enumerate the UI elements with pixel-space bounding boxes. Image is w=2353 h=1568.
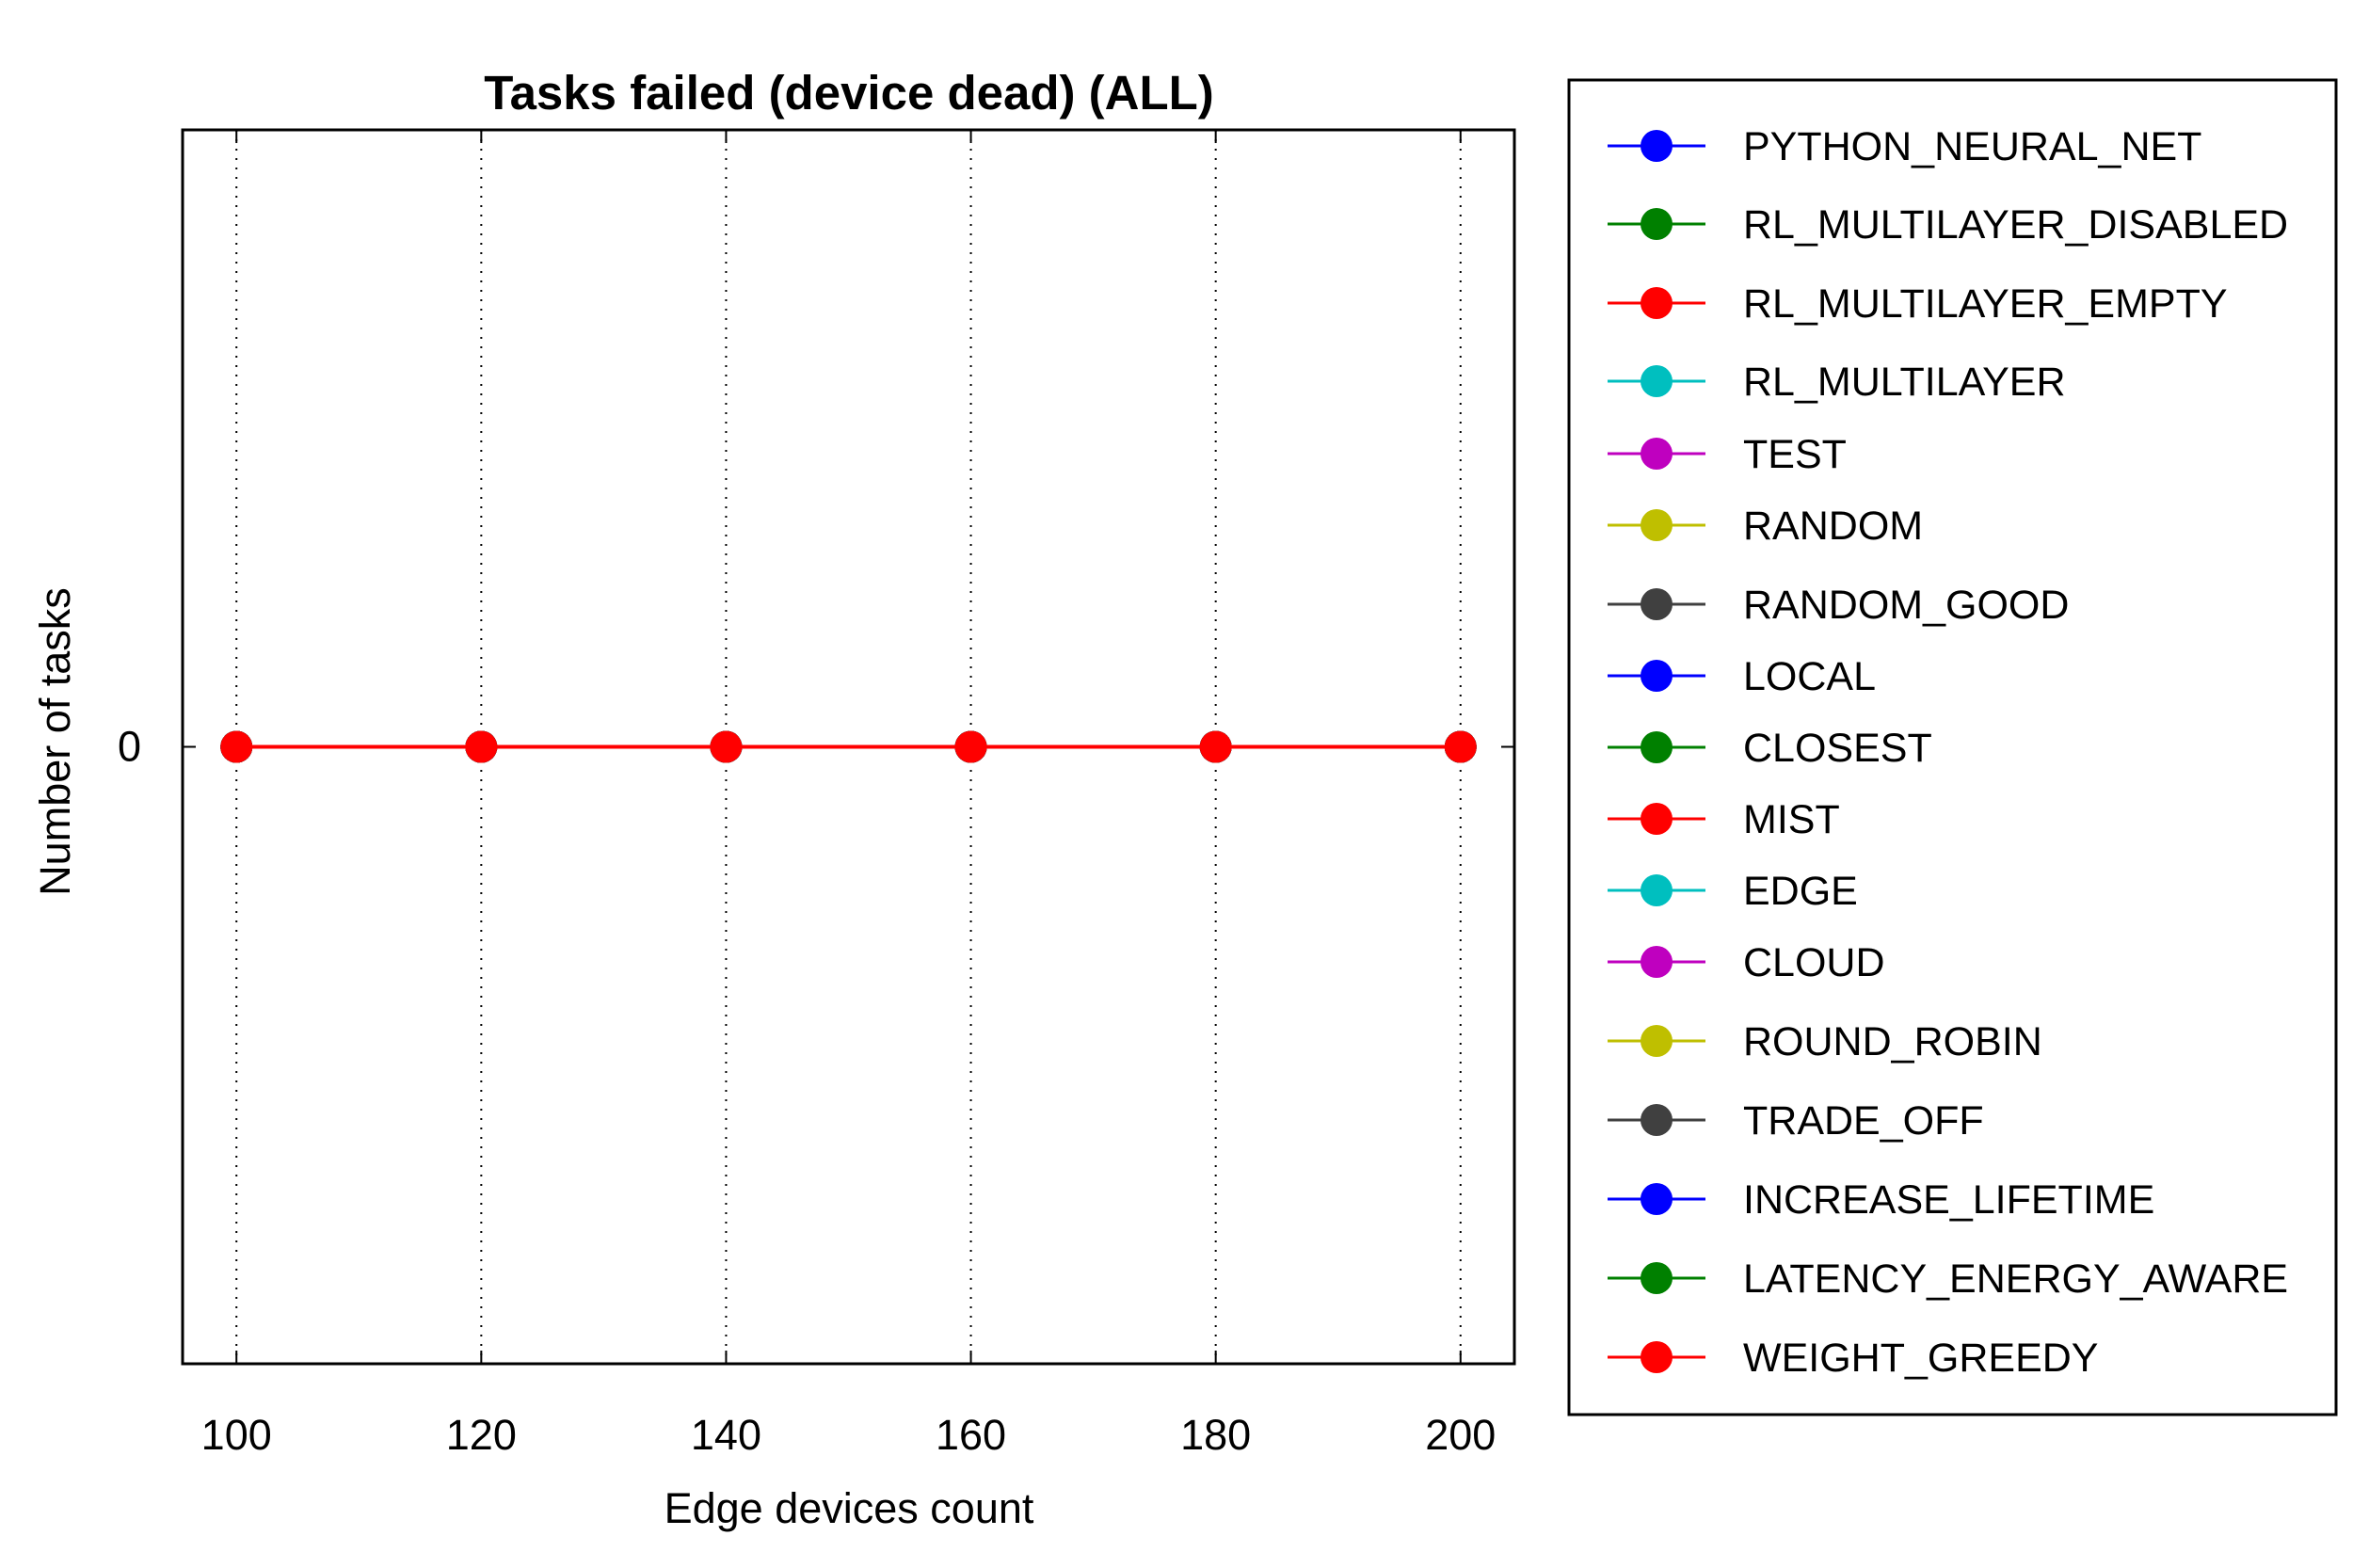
legend-item: RL_MULTILAYER_EMPTY bbox=[1608, 281, 2228, 327]
legend-item: MIST bbox=[1608, 797, 1840, 842]
legend-item: RANDOM bbox=[1608, 504, 1923, 549]
legend-item: INCREASE_LIFETIME bbox=[1608, 1177, 2154, 1223]
chart-title: Tasks failed (device dead) (ALL) bbox=[484, 66, 1214, 120]
legend-marker bbox=[1641, 588, 1673, 620]
data-point bbox=[220, 730, 253, 763]
legend-marker bbox=[1641, 660, 1673, 692]
legend-marker bbox=[1641, 731, 1673, 763]
legend-label: LATENCY_ENERGY_AWARE bbox=[1743, 1256, 2288, 1302]
legend-item: RL_MULTILAYER bbox=[1608, 360, 2066, 405]
series-weight-greedy bbox=[220, 730, 1477, 763]
y-axis-label: Number of tasks bbox=[31, 587, 79, 896]
legend-label: CLOSEST bbox=[1743, 726, 1932, 771]
legend-item: TEST bbox=[1608, 432, 1847, 477]
x-tick-label: 180 bbox=[1180, 1411, 1251, 1459]
legend-marker bbox=[1641, 365, 1673, 397]
series-lines bbox=[220, 730, 1477, 763]
legend-label: ROUND_ROBIN bbox=[1743, 1019, 2042, 1064]
legend-label: MIST bbox=[1743, 797, 1840, 842]
legend-item: LATENCY_ENERGY_AWARE bbox=[1608, 1256, 2288, 1302]
data-point bbox=[1199, 730, 1232, 763]
x-tick-label: 200 bbox=[1425, 1411, 1496, 1459]
legend-label: CLOUD bbox=[1743, 940, 1885, 985]
legend-label: WEIGHT_GREEDY bbox=[1743, 1336, 2099, 1381]
legend-label: PYTHON_NEURAL_NET bbox=[1743, 124, 2201, 169]
legend-marker bbox=[1641, 946, 1673, 978]
legend-label: INCREASE_LIFETIME bbox=[1743, 1177, 2154, 1223]
legend-marker bbox=[1641, 803, 1673, 835]
legend-item: EDGE bbox=[1608, 869, 1858, 914]
legend-label: EDGE bbox=[1743, 869, 1858, 914]
legend-item: PYTHON_NEURAL_NET bbox=[1608, 124, 2201, 169]
legend-item: ROUND_ROBIN bbox=[1608, 1019, 2042, 1064]
x-tick-label: 120 bbox=[446, 1411, 517, 1459]
legend-marker bbox=[1641, 874, 1673, 906]
legend-label: TRADE_OFF bbox=[1743, 1098, 1984, 1144]
y-tick-label: 0 bbox=[118, 723, 141, 771]
legend-marker bbox=[1641, 1341, 1673, 1373]
x-axis-label: Edge devices count bbox=[664, 1484, 1034, 1532]
data-point bbox=[710, 730, 743, 763]
legend-marker bbox=[1641, 1025, 1673, 1057]
legend-item: WEIGHT_GREEDY bbox=[1608, 1336, 2099, 1381]
legend-marker bbox=[1641, 509, 1673, 541]
legend-marker bbox=[1641, 1262, 1673, 1294]
legend-item: TRADE_OFF bbox=[1608, 1098, 1984, 1144]
data-point bbox=[954, 730, 987, 763]
legend: PYTHON_NEURAL_NET RL_MULTILAYER_DISABLED R… bbox=[1608, 124, 2288, 1381]
x-tick-label: 140 bbox=[691, 1411, 761, 1459]
legend-item: LOCAL bbox=[1608, 654, 1876, 699]
legend-label: LOCAL bbox=[1743, 654, 1876, 699]
legend-marker bbox=[1641, 287, 1673, 319]
legend-label: TEST bbox=[1743, 432, 1847, 477]
x-tick-label: 160 bbox=[936, 1411, 1006, 1459]
legend-item: RANDOM_GOOD bbox=[1608, 583, 2069, 628]
legend-label: RL_MULTILAYER_DISABLED bbox=[1743, 202, 2288, 248]
legend-marker bbox=[1641, 130, 1673, 162]
data-point bbox=[465, 730, 498, 763]
legend-item: RL_MULTILAYER_DISABLED bbox=[1608, 202, 2288, 248]
legend-marker bbox=[1641, 1183, 1673, 1215]
data-point bbox=[1444, 730, 1477, 763]
legend-label: RL_MULTILAYER bbox=[1743, 360, 2066, 405]
legend-marker bbox=[1641, 208, 1673, 240]
legend-marker bbox=[1641, 1104, 1673, 1136]
legend-label: RL_MULTILAYER_EMPTY bbox=[1743, 281, 2228, 327]
axis-ticks: 100 120 140 160 180 200 0 bbox=[118, 130, 1514, 1459]
legend-item: CLOSEST bbox=[1608, 726, 1932, 771]
legend-label: RANDOM bbox=[1743, 504, 1923, 549]
legend-label: RANDOM_GOOD bbox=[1743, 583, 2069, 628]
legend-item: CLOUD bbox=[1608, 940, 1885, 985]
x-tick-label: 100 bbox=[201, 1411, 272, 1459]
legend-marker bbox=[1641, 438, 1673, 470]
